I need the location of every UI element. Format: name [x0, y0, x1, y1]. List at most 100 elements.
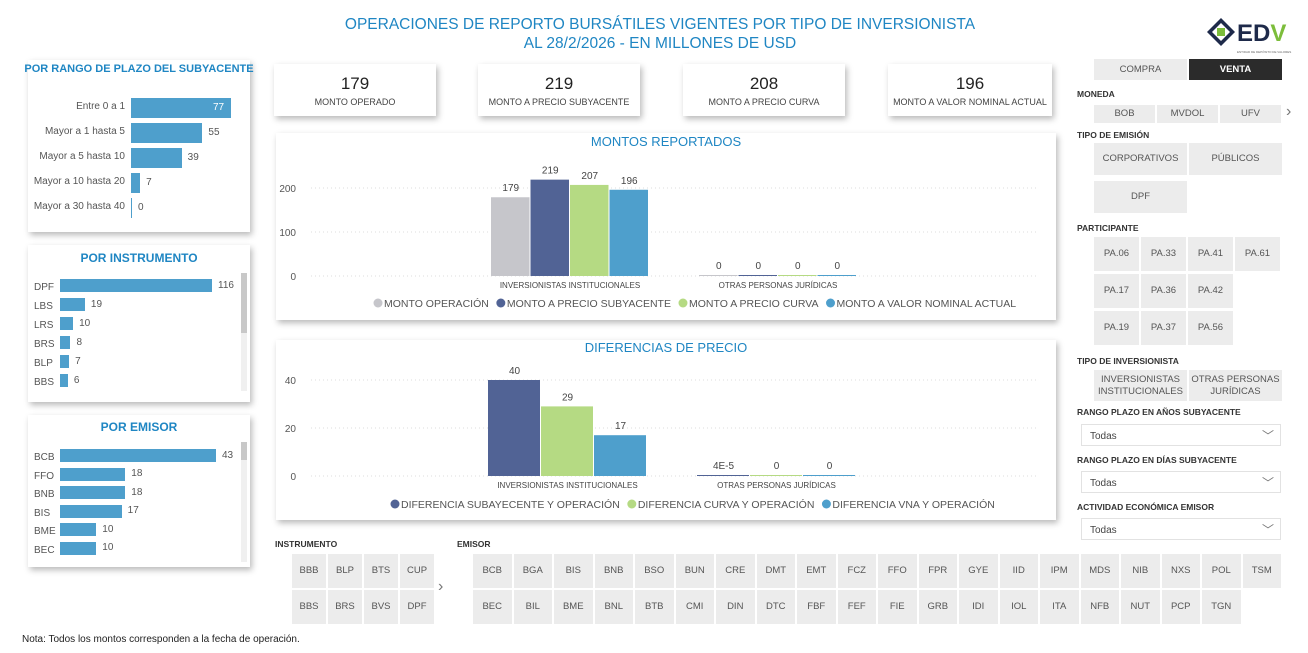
- instrumento-tile[interactable]: BLP: [328, 554, 362, 588]
- bar[interactable]: [60, 355, 70, 368]
- emisor-tile[interactable]: DMT: [756, 554, 795, 588]
- instrumento-tile[interactable]: BRS: [328, 590, 362, 624]
- bar-row[interactable]: Mayor a 5 hasta 10 39: [28, 148, 238, 168]
- bar[interactable]: [738, 275, 778, 276]
- emisor-tile[interactable]: BNB: [594, 554, 633, 588]
- instrumento-tile[interactable]: BBS: [292, 590, 326, 624]
- rango-dias-dropdown[interactable]: Todas ﹀: [1081, 471, 1281, 493]
- emisor-tile[interactable]: BUN: [675, 554, 714, 588]
- moneda-next-icon[interactable]: ›: [1286, 103, 1292, 120]
- tipo-emision-tile[interactable]: DPF: [1094, 181, 1187, 213]
- emisor-tile[interactable]: IID: [999, 554, 1038, 588]
- emisor-tile[interactable]: BNL: [594, 590, 633, 624]
- emisor-tile[interactable]: BIS: [554, 554, 593, 588]
- emisor-tile[interactable]: NXS: [1161, 554, 1200, 588]
- bar[interactable]: [60, 467, 126, 481]
- participante-tile[interactable]: PA.61: [1235, 237, 1280, 271]
- bar[interactable]: [131, 98, 231, 118]
- participante-tile[interactable]: PA.41: [1188, 237, 1233, 271]
- participante-tile[interactable]: PA.06: [1094, 237, 1139, 271]
- bar-row[interactable]: BNB 18: [28, 486, 238, 504]
- operacion-venta-button[interactable]: VENTA: [1189, 59, 1282, 80]
- bar-row[interactable]: FFO 18: [28, 467, 238, 486]
- emisor-tile[interactable]: NUT: [1121, 590, 1160, 624]
- legend-label[interactable]: DIFERENCIA VNA Y OPERACIÓN: [832, 498, 994, 511]
- emisor-tile[interactable]: GYE: [959, 554, 998, 588]
- emisor-tile[interactable]: NIB: [1121, 554, 1160, 588]
- bar[interactable]: [60, 298, 85, 311]
- emisor-tile[interactable]: NFB: [1080, 590, 1119, 624]
- emisor-tile[interactable]: BTB: [635, 590, 674, 624]
- bar[interactable]: [60, 279, 212, 292]
- emisor-tile[interactable]: BCB: [473, 554, 512, 588]
- bar[interactable]: [60, 449, 216, 462]
- bar-row[interactable]: DPF 116: [28, 279, 238, 297]
- operacion-compra-button[interactable]: COMPRA: [1094, 59, 1187, 80]
- participante-tile[interactable]: PA.17: [1094, 274, 1139, 308]
- emisor-tile[interactable]: CMI: [675, 590, 714, 624]
- emisor-tile[interactable]: FIE: [878, 590, 917, 624]
- bar[interactable]: [60, 336, 71, 349]
- emisor-tile[interactable]: ITA: [1040, 590, 1079, 624]
- participante-tile[interactable]: PA.33: [1141, 237, 1186, 271]
- emisor-tile[interactable]: TGN: [1202, 590, 1241, 624]
- bar[interactable]: [699, 275, 738, 276]
- instrumento-tile[interactable]: BBB: [292, 554, 326, 588]
- emisor-tile[interactable]: IDI: [959, 590, 998, 624]
- participante-tile[interactable]: PA.42: [1188, 274, 1233, 308]
- bar[interactable]: [541, 406, 593, 476]
- tipo-inversionista-tile[interactable]: INVERSIONISTAS INSTITUCIONALES: [1094, 370, 1187, 401]
- bar-row[interactable]: Mayor a 1 hasta 5 55: [28, 123, 238, 143]
- bar[interactable]: [778, 275, 817, 276]
- emisor-tile[interactable]: FEF: [837, 590, 876, 624]
- bar[interactable]: [60, 504, 122, 518]
- moneda-tile[interactable]: MVDOL: [1157, 105, 1218, 123]
- rango-anos-dropdown[interactable]: Todas ﹀: [1081, 424, 1281, 446]
- instrumento-tile[interactable]: BVS: [364, 590, 398, 624]
- legend-label[interactable]: DIFERENCIA SUBAYECENTE Y OPERACIÓN: [401, 498, 620, 511]
- legend-label[interactable]: DIFERENCIA CURVA Y OPERACIÓN: [638, 498, 815, 511]
- emisor-tile[interactable]: CRE: [716, 554, 755, 588]
- bar[interactable]: [131, 148, 182, 168]
- emisor-scrollbar[interactable]: [241, 442, 247, 562]
- emisor-tile[interactable]: DIN: [716, 590, 755, 624]
- emisor-tile[interactable]: BSO: [635, 554, 674, 588]
- emisor-tile[interactable]: PCP: [1161, 590, 1200, 624]
- bar[interactable]: [60, 541, 97, 555]
- bar[interactable]: [60, 523, 97, 536]
- bar-row[interactable]: LRS 10: [28, 317, 238, 335]
- actividad-dropdown[interactable]: Todas ﹀: [1081, 518, 1281, 540]
- instrumento-scrollbar[interactable]: [241, 273, 247, 391]
- bar-row[interactable]: Entre 0 a 1 77: [28, 98, 238, 118]
- bar-row[interactable]: BEC 10: [28, 541, 238, 560]
- emisor-tile[interactable]: BEC: [473, 590, 512, 624]
- bar[interactable]: [817, 275, 857, 276]
- participante-tile[interactable]: PA.37: [1141, 311, 1186, 345]
- emisor-tile[interactable]: POL: [1202, 554, 1241, 588]
- legend-label[interactable]: MONTO A VALOR NOMINAL ACTUAL: [837, 298, 1017, 310]
- emisor-tile[interactable]: FBF: [797, 590, 836, 624]
- emisor-tile[interactable]: GRB: [918, 590, 957, 624]
- tipo-emision-tile[interactable]: CORPORATIVOS: [1094, 143, 1187, 175]
- legend-label[interactable]: MONTO OPERACIÓN: [384, 297, 489, 310]
- legend-label[interactable]: MONTO A PRECIO SUBYACENTE: [507, 298, 671, 310]
- moneda-tile[interactable]: UFV: [1220, 105, 1281, 123]
- emisor-tile[interactable]: BME: [554, 590, 593, 624]
- bar[interactable]: [488, 380, 540, 476]
- tipo-emision-tile[interactable]: PÚBLICOS: [1189, 143, 1282, 175]
- instrumento-tile[interactable]: DPF: [400, 590, 434, 624]
- bar[interactable]: [60, 374, 68, 387]
- tipo-inversionista-tile[interactable]: OTRAS PERSONAS JURÍDICAS: [1189, 370, 1282, 401]
- bar-row[interactable]: BME 10: [28, 523, 238, 541]
- emisor-tile[interactable]: BGA: [513, 554, 552, 588]
- instrumento-next-icon[interactable]: ›: [438, 578, 444, 595]
- bar[interactable]: [570, 184, 609, 276]
- bar[interactable]: [491, 197, 530, 276]
- bar[interactable]: [697, 475, 749, 476]
- emisor-tile[interactable]: EMT: [797, 554, 836, 588]
- emisor-tile[interactable]: FPR: [918, 554, 957, 588]
- emisor-tile[interactable]: FFO: [878, 554, 917, 588]
- emisor-tile[interactable]: DTC: [756, 590, 795, 624]
- bar[interactable]: [131, 123, 203, 143]
- bar-row[interactable]: BBS 6: [28, 374, 238, 392]
